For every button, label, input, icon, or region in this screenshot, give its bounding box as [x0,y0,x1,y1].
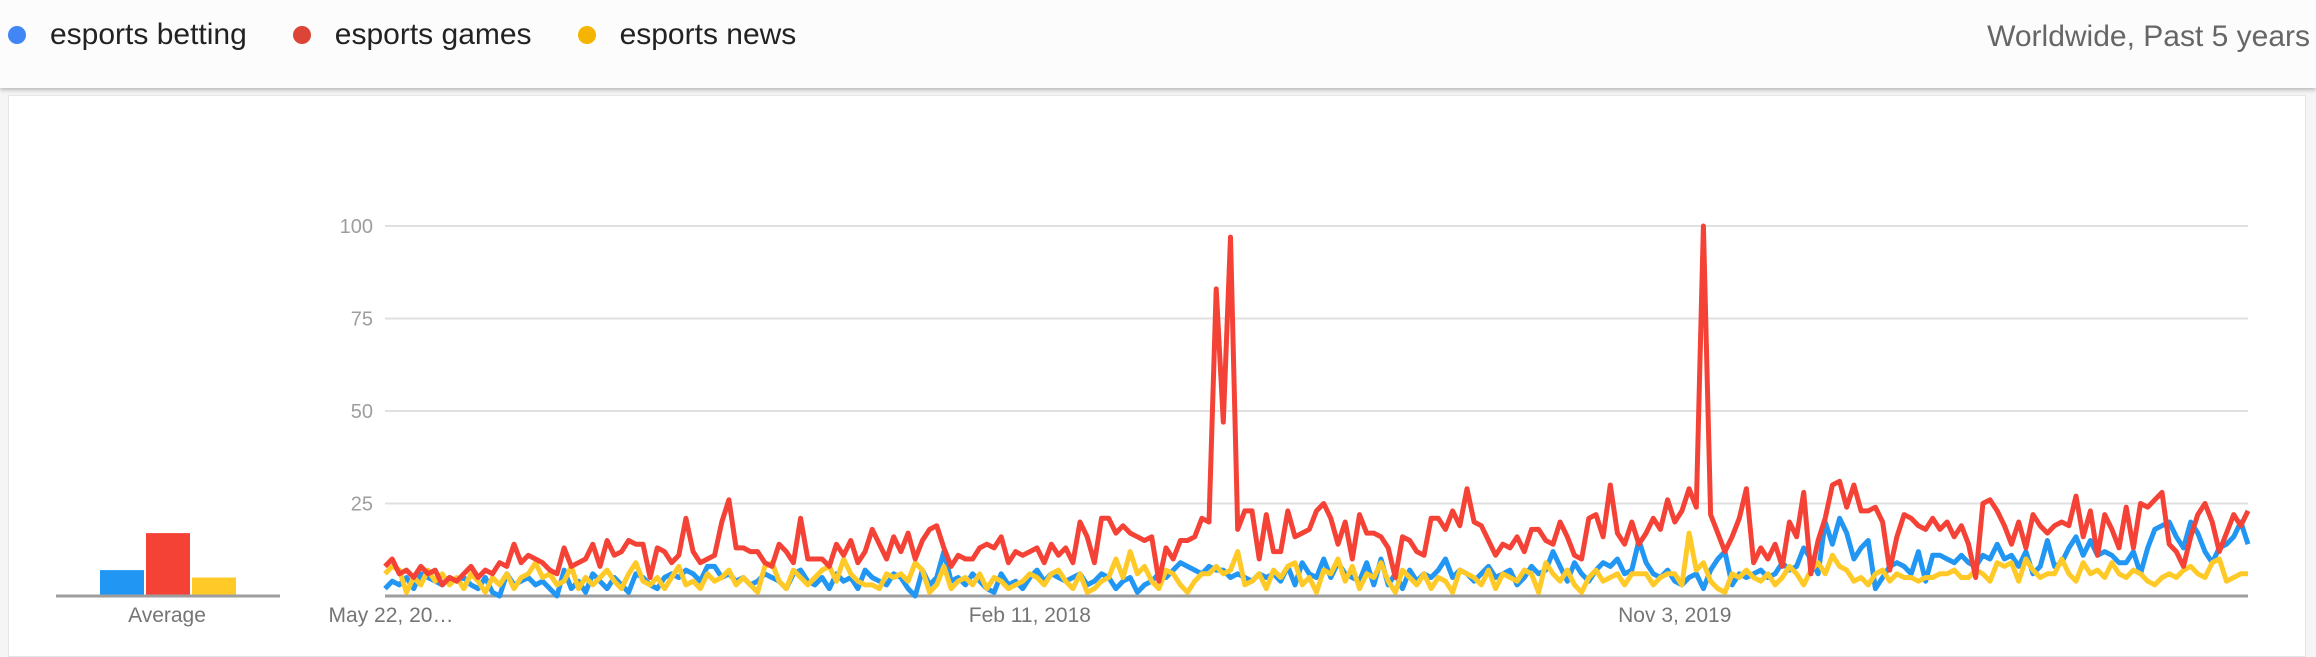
legend-item-esports-betting[interactable]: esports betting [8,18,247,52]
y-tick-label: 50 [351,401,373,423]
gridlines: 25 50 75 100 May 22, 20… Feb 11, 2018 Nov 3, 2… [329,216,2248,627]
red-dot-icon [292,26,311,44]
x-tick-label: May 22, 20… [329,604,454,627]
yellow-dot-icon [577,26,596,44]
series-line-esports-news[interactable] [383,530,2248,595]
legend-label: esports news [619,18,797,51]
series-lines [383,223,2251,599]
series-line-esports-betting[interactable] [383,515,2251,599]
average-label: Average [128,604,206,627]
average-bar-esports-news[interactable] [192,577,236,597]
average-bar-esports-betting[interactable] [100,570,144,596]
y-tick-label: 100 [340,216,373,238]
region-time-scope[interactable]: Worldwide, Past 5 years [1987,20,2310,53]
y-tick-label: 75 [351,309,373,331]
x-tick-label: Nov 3, 2019 [1618,604,1731,627]
legend-label: esports betting [50,18,247,51]
legend-item-esports-news[interactable]: esports news [577,18,797,52]
interest-over-time-chart[interactable]: Average 25 50 75 100 May 22, 20… Feb 11, 2018… [0,0,2316,640]
blue-dot-icon [8,26,26,44]
series-line-esports-games[interactable] [383,223,2251,588]
legend: esports betting esports games esports ne… [8,18,842,52]
legend-item-esports-games[interactable]: esports games [292,18,532,52]
x-tick-label: Feb 11, 2018 [969,604,1091,627]
y-tick-label: 25 [351,494,373,516]
legend-label: esports games [334,18,532,51]
average-bar-chart [56,533,280,598]
average-bar-esports-games[interactable] [146,533,190,596]
comparison-header: esports betting esports games esports ne… [0,0,2316,88]
